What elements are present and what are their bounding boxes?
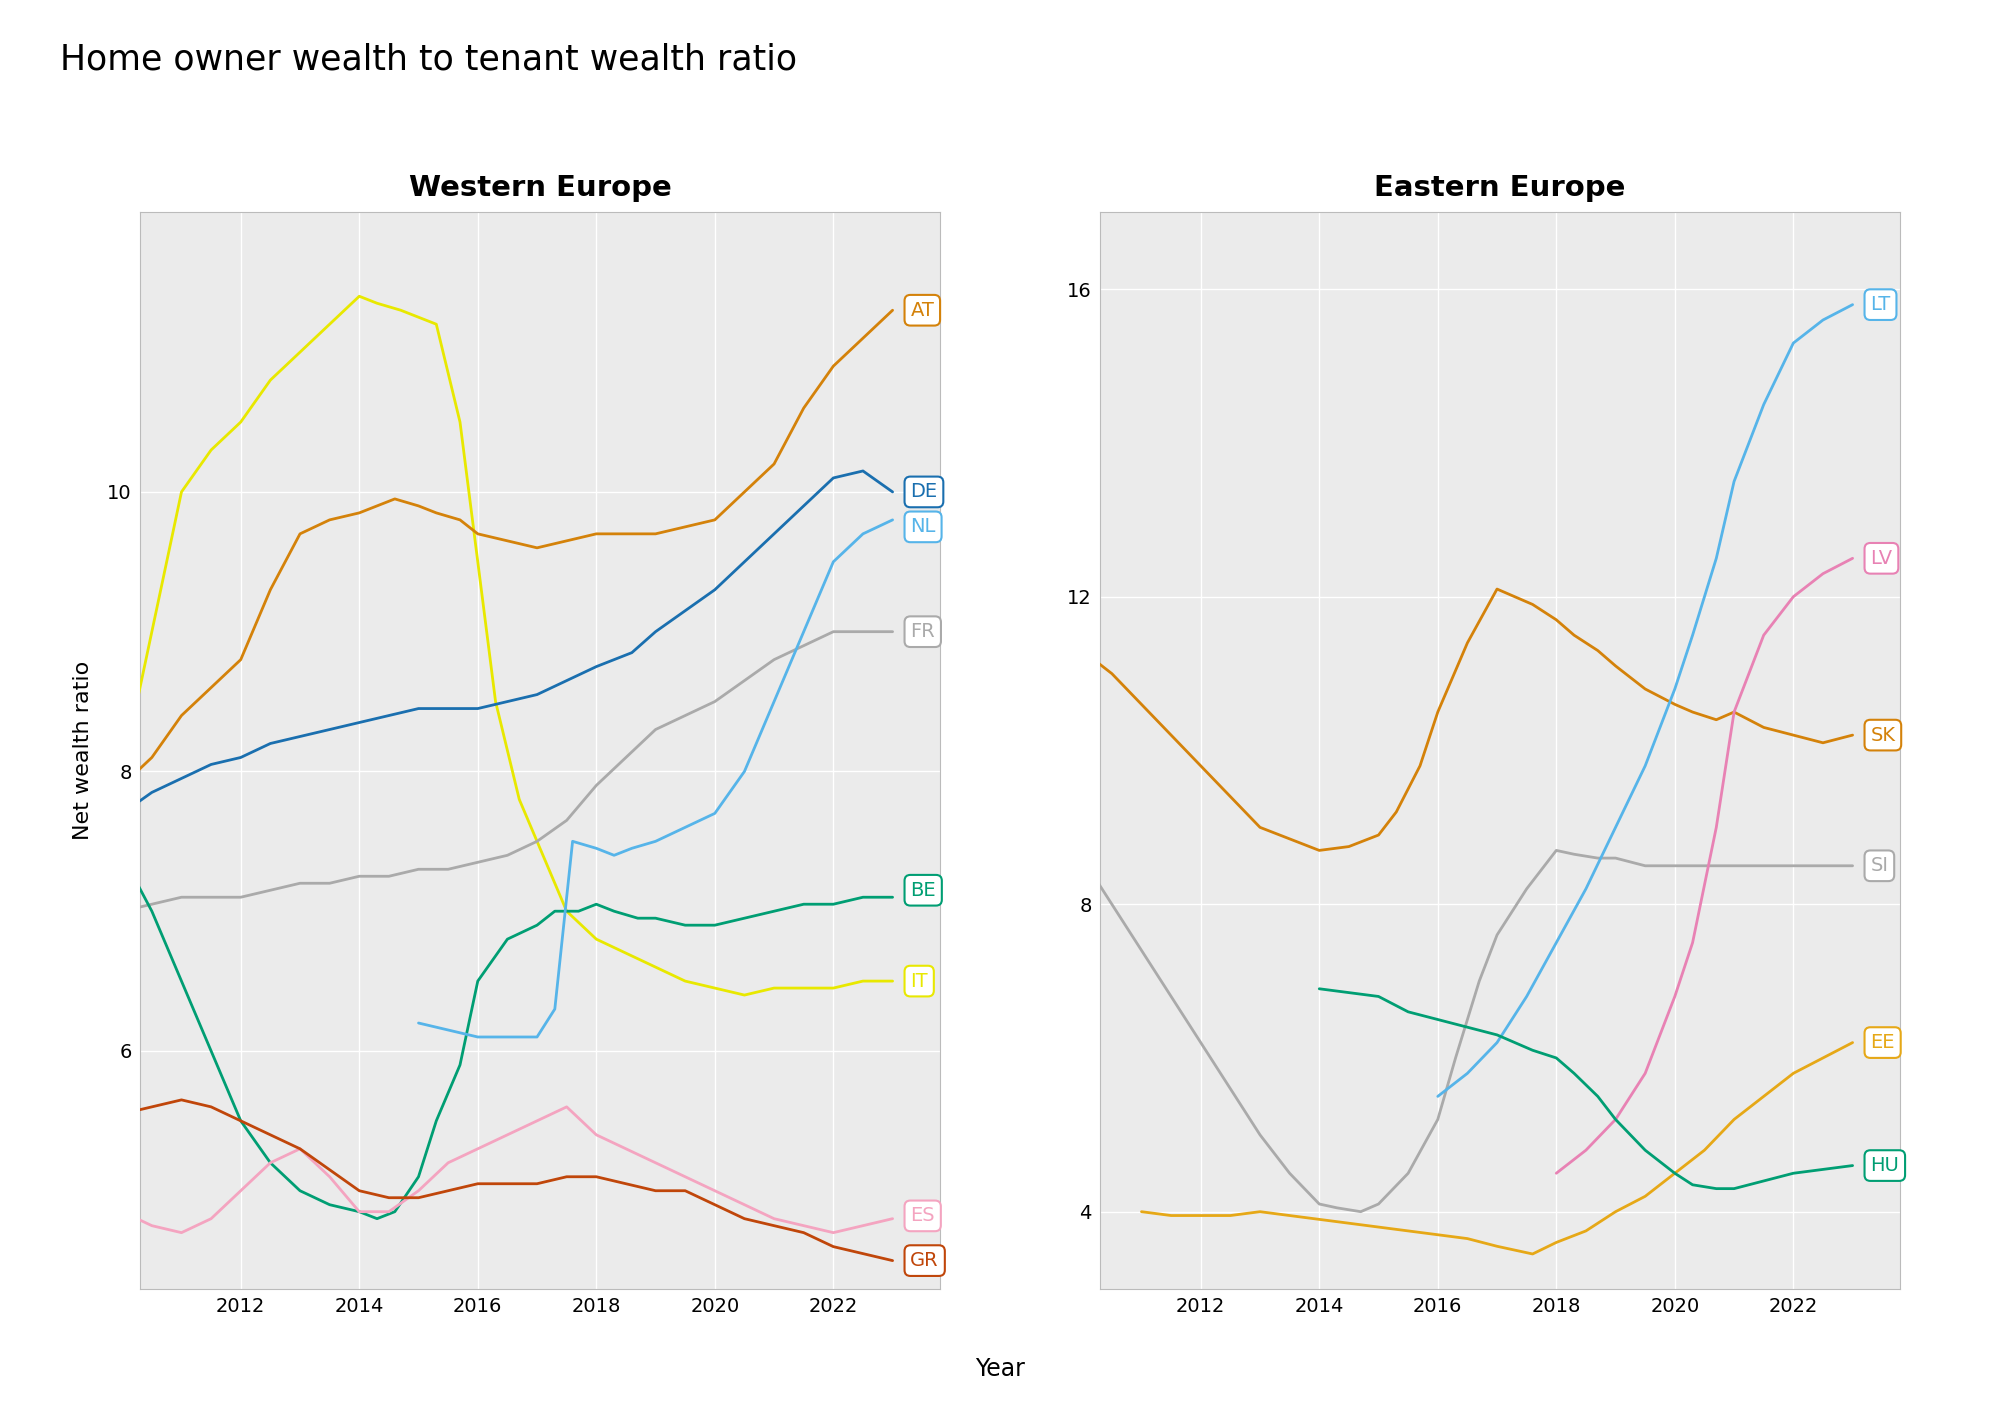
Text: FR: FR xyxy=(910,622,936,641)
Text: Year: Year xyxy=(976,1357,1024,1381)
Text: ES: ES xyxy=(910,1206,934,1225)
Text: SK: SK xyxy=(1870,725,1896,745)
Text: Home owner wealth to tenant wealth ratio: Home owner wealth to tenant wealth ratio xyxy=(60,42,798,76)
Text: AT: AT xyxy=(910,300,934,320)
Text: IT: IT xyxy=(910,971,928,991)
Title: Eastern Europe: Eastern Europe xyxy=(1374,174,1626,201)
Text: SI: SI xyxy=(1870,857,1888,875)
Text: NL: NL xyxy=(910,517,936,537)
Text: LV: LV xyxy=(1870,549,1892,568)
Text: LT: LT xyxy=(1870,295,1890,314)
Title: Western Europe: Western Europe xyxy=(408,174,672,201)
Text: HU: HU xyxy=(1870,1155,1900,1175)
Text: EE: EE xyxy=(1870,1034,1894,1052)
Text: DE: DE xyxy=(910,483,938,501)
Y-axis label: Net wealth ratio: Net wealth ratio xyxy=(74,661,94,840)
Text: GR: GR xyxy=(910,1252,938,1270)
Text: BE: BE xyxy=(910,881,936,899)
